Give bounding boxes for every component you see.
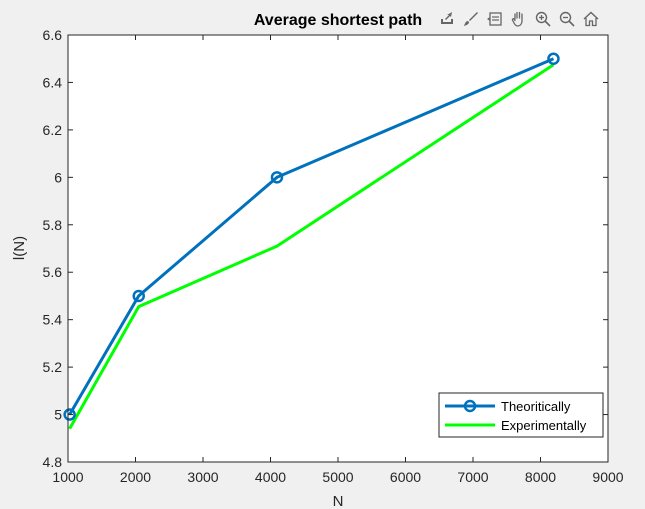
home-icon xyxy=(583,11,599,27)
zoom-out-button[interactable] xyxy=(556,7,578,31)
x-tick-label: 5000 xyxy=(322,469,353,485)
data-point xyxy=(63,408,76,421)
y-tick-label: 5.8 xyxy=(43,217,63,233)
home-button[interactable] xyxy=(580,7,602,31)
data-point xyxy=(547,52,560,65)
brush-icon xyxy=(464,12,478,26)
zoom-in-icon xyxy=(535,11,551,27)
x-tick-label: 9000 xyxy=(592,469,623,485)
legend[interactable]: Theoritically Experimentally xyxy=(438,392,604,438)
x-tick-label: 4000 xyxy=(255,469,286,485)
legend-entry-label: Theoritically xyxy=(501,399,571,414)
pan-icon xyxy=(511,11,523,27)
y-tick-label: 5.6 xyxy=(43,264,63,280)
y-tick-label: 5 xyxy=(54,407,62,423)
y-axis-label: l(N) xyxy=(11,236,28,260)
zoom-in-button[interactable] xyxy=(532,7,554,31)
datatip-icon xyxy=(487,12,502,26)
export-button[interactable] xyxy=(436,7,458,31)
y-tick-label: 6.4 xyxy=(43,74,63,90)
zoom-out-icon xyxy=(559,11,575,27)
plot-marks xyxy=(63,52,560,430)
brush-button[interactable] xyxy=(460,7,482,31)
x-tick-label: 8000 xyxy=(525,469,556,485)
y-tick-label: 6.6 xyxy=(43,27,63,43)
x-tick-label: 6000 xyxy=(390,469,421,485)
legend-entry-label: Experimentally xyxy=(501,418,587,433)
x-tick-label: 3000 xyxy=(187,469,218,485)
export-icon xyxy=(441,12,453,24)
legend-marker xyxy=(463,399,477,413)
axes-area xyxy=(68,35,608,462)
legend-box xyxy=(438,392,604,438)
chart-title: Average shortest path xyxy=(254,12,422,29)
x-tick-label: 7000 xyxy=(457,469,488,485)
series-line-theoritically xyxy=(68,57,555,416)
x-tick-label: 1000 xyxy=(52,469,83,485)
y-tick-label: 5.4 xyxy=(43,312,63,328)
x-axis-label: N xyxy=(333,493,344,509)
y-tick-label: 6 xyxy=(54,169,62,185)
axes-toolbar xyxy=(436,6,602,32)
data-point xyxy=(132,289,145,303)
y-tick-label: 5.2 xyxy=(43,359,63,375)
x-tick-label: 2000 xyxy=(120,469,151,485)
y-tick-label: 6.2 xyxy=(43,122,63,138)
series-line-experimentally xyxy=(68,63,555,430)
pan-button[interactable] xyxy=(508,7,530,31)
axis-ticks: 1000 2000 3000 4000 5000 6000 7000 8000 9000 4.8 5… xyxy=(43,27,624,485)
datatip-button[interactable] xyxy=(484,7,506,31)
y-tick-label: 4.8 xyxy=(43,454,63,470)
data-point xyxy=(270,171,284,184)
